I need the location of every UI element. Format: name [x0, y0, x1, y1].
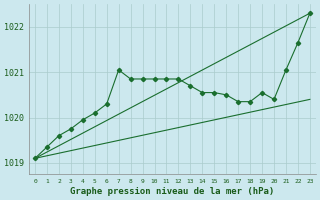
X-axis label: Graphe pression niveau de la mer (hPa): Graphe pression niveau de la mer (hPa) — [70, 187, 275, 196]
